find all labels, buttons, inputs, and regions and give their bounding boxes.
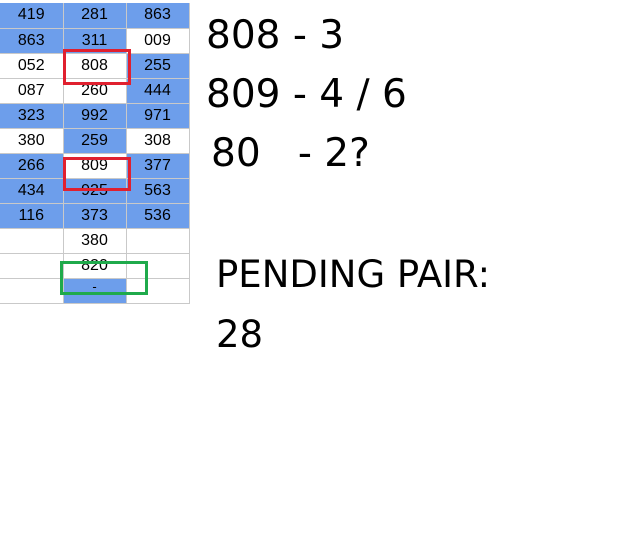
highlight-box-809 xyxy=(63,157,131,191)
table-row: - xyxy=(0,278,190,304)
pending-pair-label: PENDING PAIR: xyxy=(216,253,491,296)
table-cell[interactable]: 992 xyxy=(63,103,127,129)
highlight-box-808 xyxy=(63,49,131,85)
table-row: 380 259 308 xyxy=(0,128,190,154)
table-row: 323 992 971 xyxy=(0,103,190,129)
table-cell[interactable] xyxy=(126,278,190,304)
table-cell[interactable]: 536 xyxy=(126,203,190,229)
note-line-80: 80 - 2? xyxy=(211,131,370,176)
note-line-809: 809 - 4 / 6 xyxy=(206,72,407,117)
table-row: 380 xyxy=(0,228,190,254)
table-row: 820 xyxy=(0,253,190,279)
table-cell[interactable]: 052 xyxy=(0,53,64,79)
table-cell[interactable]: 116 xyxy=(0,203,64,229)
table-cell[interactable]: 863 xyxy=(126,3,190,29)
table-cell[interactable] xyxy=(0,278,64,304)
pending-pair-value: 28 xyxy=(216,313,264,356)
table-cell[interactable]: 087 xyxy=(0,78,64,104)
table-cell[interactable]: 323 xyxy=(0,103,64,129)
table-cell[interactable]: 380 xyxy=(0,128,64,154)
number-grid-body: 419 281 863 863 311 009 052 808 255 087 260 444 323 9… xyxy=(0,3,190,304)
highlight-box-820 xyxy=(60,261,148,295)
table-cell[interactable] xyxy=(0,228,64,254)
table-cell[interactable]: 971 xyxy=(126,103,190,129)
table-cell[interactable]: 266 xyxy=(0,153,64,179)
table-cell[interactable]: 419 xyxy=(0,3,64,29)
table-cell[interactable]: 808 xyxy=(63,53,127,79)
table-row: 052 808 255 xyxy=(0,53,190,79)
note-line-808: 808 - 3 xyxy=(206,13,345,58)
table-cell[interactable]: 259 xyxy=(63,128,127,154)
table-cell[interactable] xyxy=(126,228,190,254)
table-cell[interactable]: 255 xyxy=(126,53,190,79)
table-cell[interactable]: 820 xyxy=(63,253,127,279)
table-cell[interactable]: - xyxy=(63,278,127,304)
table-cell[interactable]: 563 xyxy=(126,178,190,204)
table-cell[interactable] xyxy=(0,253,64,279)
table-cell[interactable]: 377 xyxy=(126,153,190,179)
table-row: 419 281 863 xyxy=(0,3,190,29)
table-cell[interactable]: 444 xyxy=(126,78,190,104)
table-cell[interactable] xyxy=(126,253,190,279)
table-cell[interactable]: 434 xyxy=(0,178,64,204)
table-cell[interactable]: 308 xyxy=(126,128,190,154)
number-grid: 419 281 863 863 311 009 052 808 255 087 260 444 323 9… xyxy=(0,3,190,304)
table-cell[interactable]: 281 xyxy=(63,3,127,29)
table-cell[interactable]: 373 xyxy=(63,203,127,229)
table-cell[interactable]: 863 xyxy=(0,28,64,54)
table-cell[interactable]: 380 xyxy=(63,228,127,254)
table-cell[interactable]: 009 xyxy=(126,28,190,54)
table-row: 116 373 536 xyxy=(0,203,190,229)
